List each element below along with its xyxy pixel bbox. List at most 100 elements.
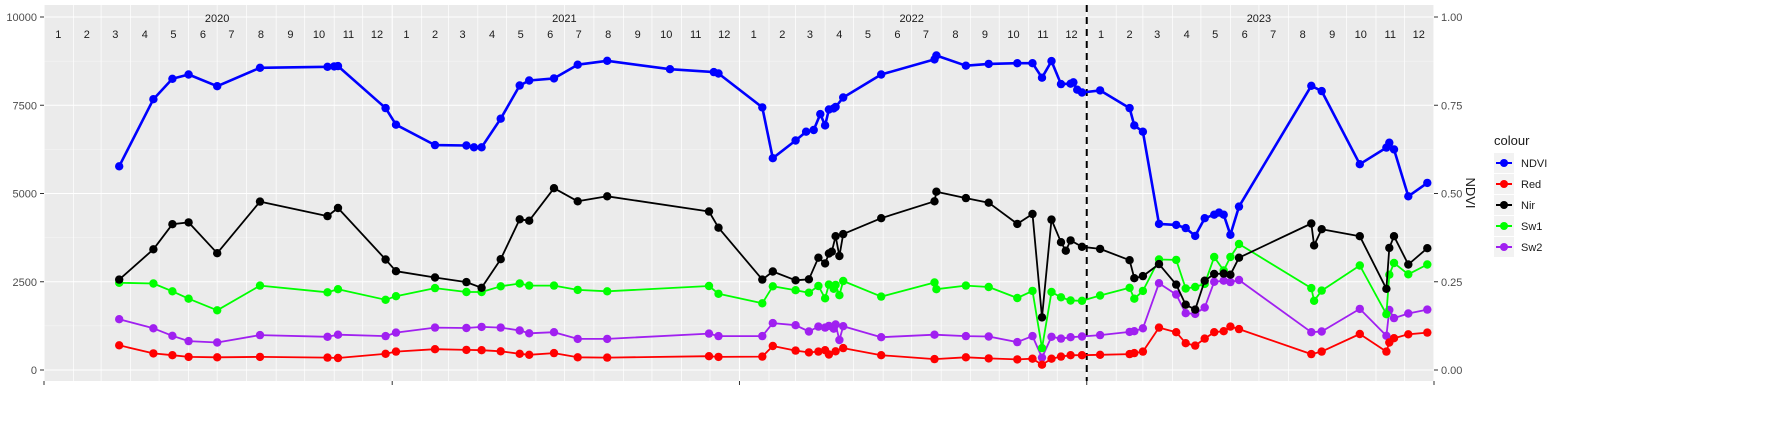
data-point-red <box>714 352 723 362</box>
data-point-sw1 <box>1355 261 1365 270</box>
data-point-sw1 <box>1037 343 1047 353</box>
data-point-red <box>1181 339 1190 348</box>
data-point-ndvi <box>877 70 886 79</box>
data-point-sw1 <box>323 288 332 297</box>
data-point-sw2 <box>477 322 486 332</box>
data-point-nir <box>149 245 158 254</box>
month-label: 1 <box>751 29 757 41</box>
data-point-nir <box>820 259 830 268</box>
data-point-ndvi <box>984 59 993 69</box>
data-point-nir <box>1226 270 1235 279</box>
data-point-sw2 <box>877 333 886 342</box>
data-point-sw1 <box>1181 284 1190 293</box>
data-point-ndvi <box>1226 230 1235 239</box>
data-point-sw2 <box>984 332 993 341</box>
month-label: 6 <box>1242 29 1248 41</box>
data-point-sw2 <box>333 330 343 339</box>
data-point-nir <box>814 253 823 262</box>
data-point-red <box>1234 324 1244 334</box>
data-point-sw2 <box>814 322 823 331</box>
data-point-sw2 <box>255 330 265 340</box>
data-point-nir <box>1130 274 1139 283</box>
data-point-sw1 <box>930 278 939 287</box>
data-point-red <box>1226 322 1235 331</box>
data-point-nir <box>827 247 836 256</box>
legend-item-red: Red <box>1494 174 1541 194</box>
data-point-sw1 <box>168 287 177 296</box>
data-point-sw2 <box>323 332 332 341</box>
data-point-nir <box>1355 232 1365 241</box>
legend-label: Red <box>1521 179 1541 191</box>
data-point-ndvi <box>496 114 505 123</box>
month-label: 12 <box>1413 29 1425 41</box>
month-label: 6 <box>547 29 553 41</box>
data-point-nir <box>1404 260 1413 269</box>
data-point-nir <box>213 249 222 258</box>
legend-item-sw1: Sw1 <box>1494 216 1542 236</box>
data-point-ndvi <box>1404 192 1413 201</box>
month-label: 3 <box>1154 29 1160 41</box>
data-point-nir <box>1028 209 1037 219</box>
data-point-sw1 <box>573 285 582 295</box>
series-layer <box>115 51 1432 369</box>
data-point-sw1 <box>1138 286 1148 296</box>
data-point-ndvi <box>714 69 723 78</box>
data-point-sw1 <box>932 285 941 294</box>
data-point-sw1 <box>430 283 440 293</box>
data-point-ndvi <box>462 141 471 150</box>
data-point-red <box>831 347 840 356</box>
data-point-sw2 <box>115 315 124 324</box>
data-point-ndvi <box>213 82 222 91</box>
month-label: 4 <box>489 29 495 41</box>
data-point-sw1 <box>1234 239 1244 249</box>
data-point-nir <box>1385 243 1394 253</box>
data-point-nir <box>768 267 777 276</box>
data-point-sw2 <box>1028 331 1037 341</box>
data-point-red <box>1219 327 1228 336</box>
right-tick-label: 0.75 <box>1441 100 1462 112</box>
month-label: 11 <box>343 29 354 41</box>
legend-title: colour <box>1494 133 1530 148</box>
data-point-nir <box>1172 280 1181 289</box>
data-point-sw2 <box>603 334 612 344</box>
series-red <box>115 322 1432 369</box>
data-point-red <box>814 347 823 356</box>
legend-item-nir: Nir <box>1494 195 1535 215</box>
data-point-sw2 <box>961 331 971 341</box>
data-point-sw1 <box>515 279 524 288</box>
data-point-ndvi <box>1181 223 1190 233</box>
data-point-red <box>430 345 440 354</box>
data-point-sw2 <box>1095 330 1105 340</box>
month-label: 10 <box>1007 29 1019 41</box>
data-point-nir <box>573 197 582 206</box>
data-point-red <box>381 349 390 358</box>
year-label: 2023 <box>1247 13 1271 25</box>
data-point-nir <box>462 277 471 287</box>
year-label: 2021 <box>552 13 576 25</box>
month-label: 11 <box>1385 29 1396 41</box>
data-point-nir <box>758 275 767 284</box>
data-point-sw1 <box>333 285 343 294</box>
data-point-sw2 <box>831 320 840 329</box>
data-point-ndvi <box>1219 210 1228 219</box>
data-point-sw2 <box>1181 309 1190 318</box>
data-point-ndvi <box>115 162 124 171</box>
data-point-red <box>462 345 471 355</box>
data-point-ndvi <box>831 102 840 112</box>
data-point-nir <box>877 214 886 223</box>
data-point-ndvi <box>1355 160 1365 169</box>
data-point-nir <box>1309 241 1319 250</box>
month-label: 7 <box>1270 29 1276 41</box>
month-label: 8 <box>605 29 611 41</box>
data-point-red <box>149 349 158 358</box>
month-label: 7 <box>576 29 582 41</box>
data-point-red <box>496 347 505 356</box>
data-point-red <box>984 354 993 363</box>
data-point-sw2 <box>1013 337 1022 347</box>
data-point-nir <box>603 192 612 201</box>
data-point-ndvi <box>1154 219 1164 229</box>
legend-label: Sw1 <box>1521 221 1542 233</box>
data-point-sw2 <box>791 321 800 330</box>
data-point-ndvi <box>333 61 343 71</box>
data-point-red <box>1077 351 1087 360</box>
